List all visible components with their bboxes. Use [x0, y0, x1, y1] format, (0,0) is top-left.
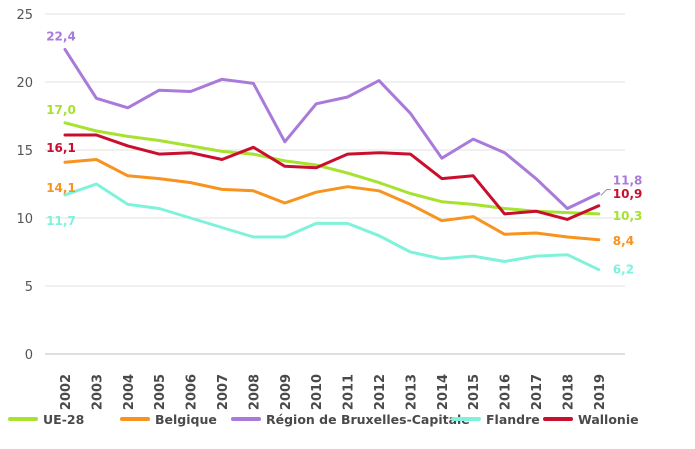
y-tick-label: 25: [16, 8, 33, 23]
x-tick-label: 2004: [122, 374, 137, 410]
data-label: 10,3: [613, 209, 643, 223]
x-tick-label: 2015: [467, 374, 482, 410]
y-tick-label: 15: [16, 144, 33, 159]
axes: 0 5 10 15 20 25 2002 2003 2004 2005 2006 2007 2008 20…: [16, 8, 625, 410]
data-label: 17,0: [46, 103, 76, 117]
legend-label: Belgique: [155, 412, 217, 427]
legend-label: Région de Bruxelles-Capitale: [266, 412, 470, 427]
data-label: 6,2: [613, 263, 634, 277]
x-tick-label: 2003: [90, 374, 105, 410]
data-label: 10,9: [613, 187, 643, 201]
y-tick-label: 0: [25, 348, 33, 363]
data-labels: 17,0 14,1 22,4 11,7 16,1 11,810,9 10,3 8,4 6,2: [46, 29, 642, 276]
legend: UE-28 Belgique Région de Bruxelles-Capital…: [8, 412, 639, 427]
x-tick-label: 2008: [247, 374, 262, 410]
y-tick-label: 20: [16, 76, 33, 91]
series-line-flandre: [63, 182, 601, 272]
x-tick-label: 2002: [59, 374, 74, 410]
grid: [45, 13, 625, 287]
data-label: 22,4: [46, 29, 76, 43]
data-label: 11,7: [46, 214, 76, 228]
series-line-belgique: [63, 158, 601, 242]
data-label: 8,4: [613, 234, 634, 248]
x-tick-label: 2018: [561, 374, 576, 410]
series-line-wallonie: [63, 133, 601, 221]
label-leader-line: [600, 189, 611, 196]
data-label: 11,8: [613, 174, 643, 188]
series-line-r-gion-de-bruxelles-capitale: [63, 47, 601, 210]
x-tick-label: 2006: [185, 374, 200, 410]
x-tick-label: 2011: [342, 374, 357, 410]
data-label: 14,1: [46, 181, 76, 195]
data-label: 16,1: [46, 141, 76, 155]
legend-label: Flandre: [486, 412, 540, 427]
x-tick-label: 2017: [530, 374, 545, 410]
y-tick-label: 10: [16, 212, 33, 227]
x-tick-label: 2007: [216, 374, 231, 410]
y-tick-label: 5: [25, 280, 33, 295]
series-line-ue-28: [63, 121, 601, 216]
x-tick-label: 2012: [373, 374, 388, 410]
x-tick-label: 2013: [404, 374, 419, 410]
x-tick-label: 2019: [593, 374, 608, 410]
x-tick-label: 2014: [436, 374, 451, 410]
legend-label: UE-28: [43, 412, 84, 427]
x-tick-label: 2005: [153, 374, 168, 410]
x-tick-label: 2009: [279, 374, 294, 410]
legend-label: Wallonie: [578, 412, 639, 427]
series-lines: [63, 47, 601, 272]
x-tick-label: 2016: [499, 374, 514, 410]
x-tick-label: 2010: [310, 374, 325, 410]
